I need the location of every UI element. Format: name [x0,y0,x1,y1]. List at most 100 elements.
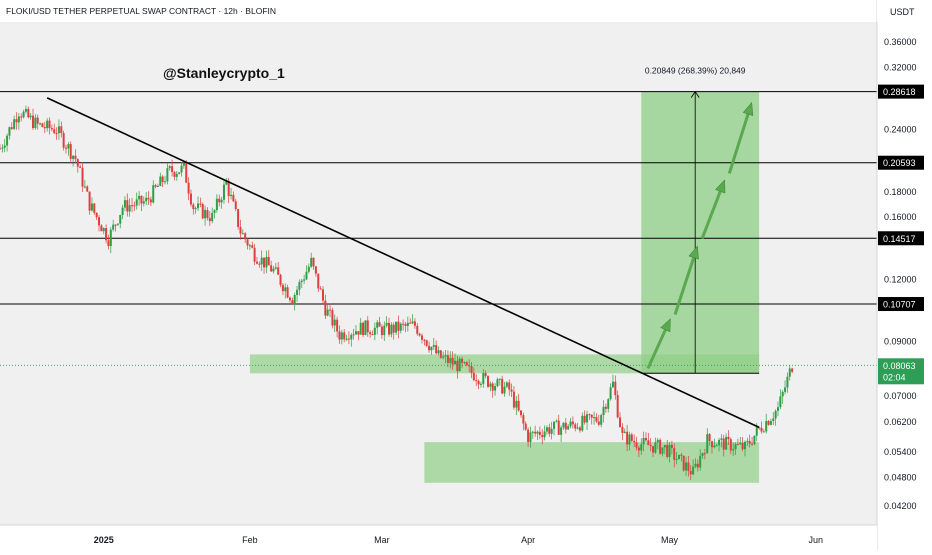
candle-body [279,274,282,285]
candle-body [555,420,558,422]
candle [159,172,162,187]
candle [72,155,75,167]
level-price-label: 0.14517 [883,234,916,244]
candle [248,243,251,250]
candle-body [527,429,530,442]
candle [508,379,511,396]
candle [0,144,1,150]
candle-body [772,418,775,422]
candle [701,452,704,460]
candle-body [255,261,258,264]
candle [675,452,678,465]
candle [253,244,256,266]
candle-body [135,199,138,206]
candle [272,265,275,274]
candle-body [661,447,664,454]
candle [17,113,20,130]
candle [237,208,240,230]
candle [378,317,381,327]
candle-body [781,391,784,397]
candle [626,424,629,452]
candle-body [489,383,492,387]
candle [333,314,336,333]
candle-body [369,332,372,335]
candle [126,193,129,217]
candle-body [680,454,683,456]
candle-body [34,117,37,129]
candle [260,250,263,272]
candle-body [182,163,185,166]
candle-body [762,431,765,433]
candle [470,361,473,379]
candle-body [260,257,263,265]
candle [581,412,584,432]
candle-body [543,431,546,438]
candle-body [739,442,742,445]
candle-body [411,321,414,324]
candle-body [567,426,570,430]
candle-body [366,320,369,333]
candles-layer [0,105,794,481]
candle-body [340,332,343,340]
candle [53,123,56,135]
candle [164,175,167,185]
candle [20,113,23,122]
candle-body [482,373,485,384]
candle [48,117,51,135]
candle-body [258,263,261,265]
candle [673,443,676,468]
candle-body [418,333,421,336]
candle-body [102,228,105,232]
candle-body [444,355,447,357]
candle [15,112,18,130]
y-tick-label: 0.05400 [884,447,917,457]
candle [397,315,400,339]
candle-body [204,209,207,219]
candle [472,367,475,382]
projection-arrow-shaft [673,257,696,315]
candle-body [10,127,13,129]
candle [418,332,421,337]
candle [154,183,157,189]
candle-body [515,400,518,408]
candle-body [545,427,548,432]
candle [425,339,428,348]
candle-body [767,421,770,425]
candle-body [576,427,579,429]
currency-button-bg[interactable] [877,0,932,22]
candle [517,393,520,412]
candle-body [710,441,713,448]
candle [208,211,211,226]
candle-body [505,382,508,387]
candle-body [588,414,591,416]
candle [161,175,164,188]
candle-body [62,133,65,148]
candle [300,278,303,289]
candle [562,422,565,430]
candle [402,319,405,331]
y-tick-label: 0.18000 [884,187,917,197]
measure-arrowhead [690,90,700,98]
candle-body [715,445,718,447]
y-tick-label: 0.07000 [884,391,917,401]
candle [312,257,315,270]
candle-body [774,410,777,419]
candle [204,205,207,226]
candle-body [251,245,254,248]
candle [138,191,141,206]
candle-body [498,378,501,380]
currency-button[interactable]: USDT [890,7,915,17]
candle [553,421,556,436]
candle-body [633,440,636,443]
candle-body [529,432,532,442]
candle-body [451,357,454,365]
candle [614,375,617,400]
candle [458,356,461,372]
candle-body [15,119,18,123]
candle-body [95,212,98,218]
candle-body [487,376,490,387]
candle-body [465,362,468,366]
candle-body [277,267,280,275]
candle [310,252,313,269]
